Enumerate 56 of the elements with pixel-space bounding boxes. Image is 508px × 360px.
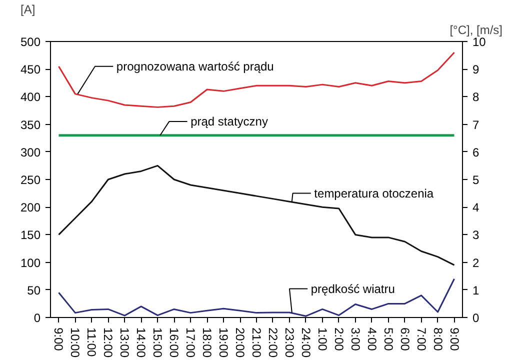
x-tick-label: 19:00 <box>216 328 231 358</box>
y-tick-label: 200 <box>20 200 41 215</box>
x-tick-label: 2:00 <box>332 328 346 352</box>
x-tick-label: 11:00 <box>84 328 99 357</box>
x-tick-label: 1:00 <box>315 328 330 352</box>
y2-tick-label: 7 <box>472 118 480 132</box>
y-tick-label: 0 <box>34 311 41 325</box>
y-tick-label: 400 <box>20 90 41 104</box>
y2-tick-label: 10 <box>472 35 486 49</box>
x-tick-label: 21:00 <box>250 328 264 358</box>
y2-tick-label: 8 <box>472 90 480 104</box>
x-tick-label: 5:00 <box>381 328 396 352</box>
x-tick-label: 18:00 <box>200 328 214 358</box>
x-tick-label: 12:00 <box>101 328 116 358</box>
y-tick-label: 150 <box>20 228 41 242</box>
y-tick-label: 300 <box>20 145 41 160</box>
x-tick-label: 4:00 <box>364 328 379 352</box>
x-tick-label: 7:00 <box>414 328 428 352</box>
x-tick-label: 23:00 <box>282 328 296 358</box>
x-tick-label: 9:00 <box>447 328 462 352</box>
y-tick-label: 250 <box>20 173 41 187</box>
x-tick-label: 17:00 <box>184 328 198 358</box>
x-tick-label: 10:00 <box>68 328 82 358</box>
x-tick-label: 9:00 <box>52 328 66 352</box>
y2-tick-label: 0 <box>472 311 480 325</box>
x-tick-label: 20:00 <box>233 328 248 358</box>
x-tick-label: 24:00 <box>298 328 313 358</box>
x-tick-label: 15:00 <box>150 328 165 358</box>
y-tick-label: 100 <box>20 256 41 270</box>
series-label: prąd statyczny <box>190 114 268 129</box>
y2-tick-label: 3 <box>472 228 480 242</box>
y-tick-label: 450 <box>20 62 41 77</box>
series-label: prędkość wiatru <box>310 282 395 296</box>
y-tick-label: 50 <box>27 283 41 298</box>
x-tick-label: 16:00 <box>167 328 182 358</box>
series-label: temperatura otoczenia <box>314 186 434 200</box>
y-axis-title: [A] <box>20 2 36 16</box>
x-tick-label: 13:00 <box>118 328 132 358</box>
y2-tick-label: 4 <box>472 200 480 215</box>
y-tick-label: 350 <box>20 118 41 132</box>
x-tick-label: 3:00 <box>348 328 362 352</box>
y-tick-label: 500 <box>20 35 41 49</box>
y2-tick-label: 9 <box>472 62 480 77</box>
line-series <box>58 164 456 266</box>
x-tick-label: 8:00 <box>430 328 445 352</box>
line-series <box>58 278 456 317</box>
x-tick-label: 22:00 <box>266 328 280 358</box>
series-label: prognozowana wartość prądu <box>116 59 274 74</box>
y2-tick-label: 6 <box>472 145 480 160</box>
x-tick-label: 6:00 <box>398 328 412 352</box>
line-series <box>58 52 456 108</box>
x-tick-label: 14:00 <box>134 328 148 358</box>
y2-tick-label: 1 <box>472 283 480 298</box>
y2-axis-title: [°C], [m/s] <box>450 23 503 37</box>
y2-tick-label: 5 <box>472 173 480 187</box>
y2-tick-label: 2 <box>472 256 480 270</box>
